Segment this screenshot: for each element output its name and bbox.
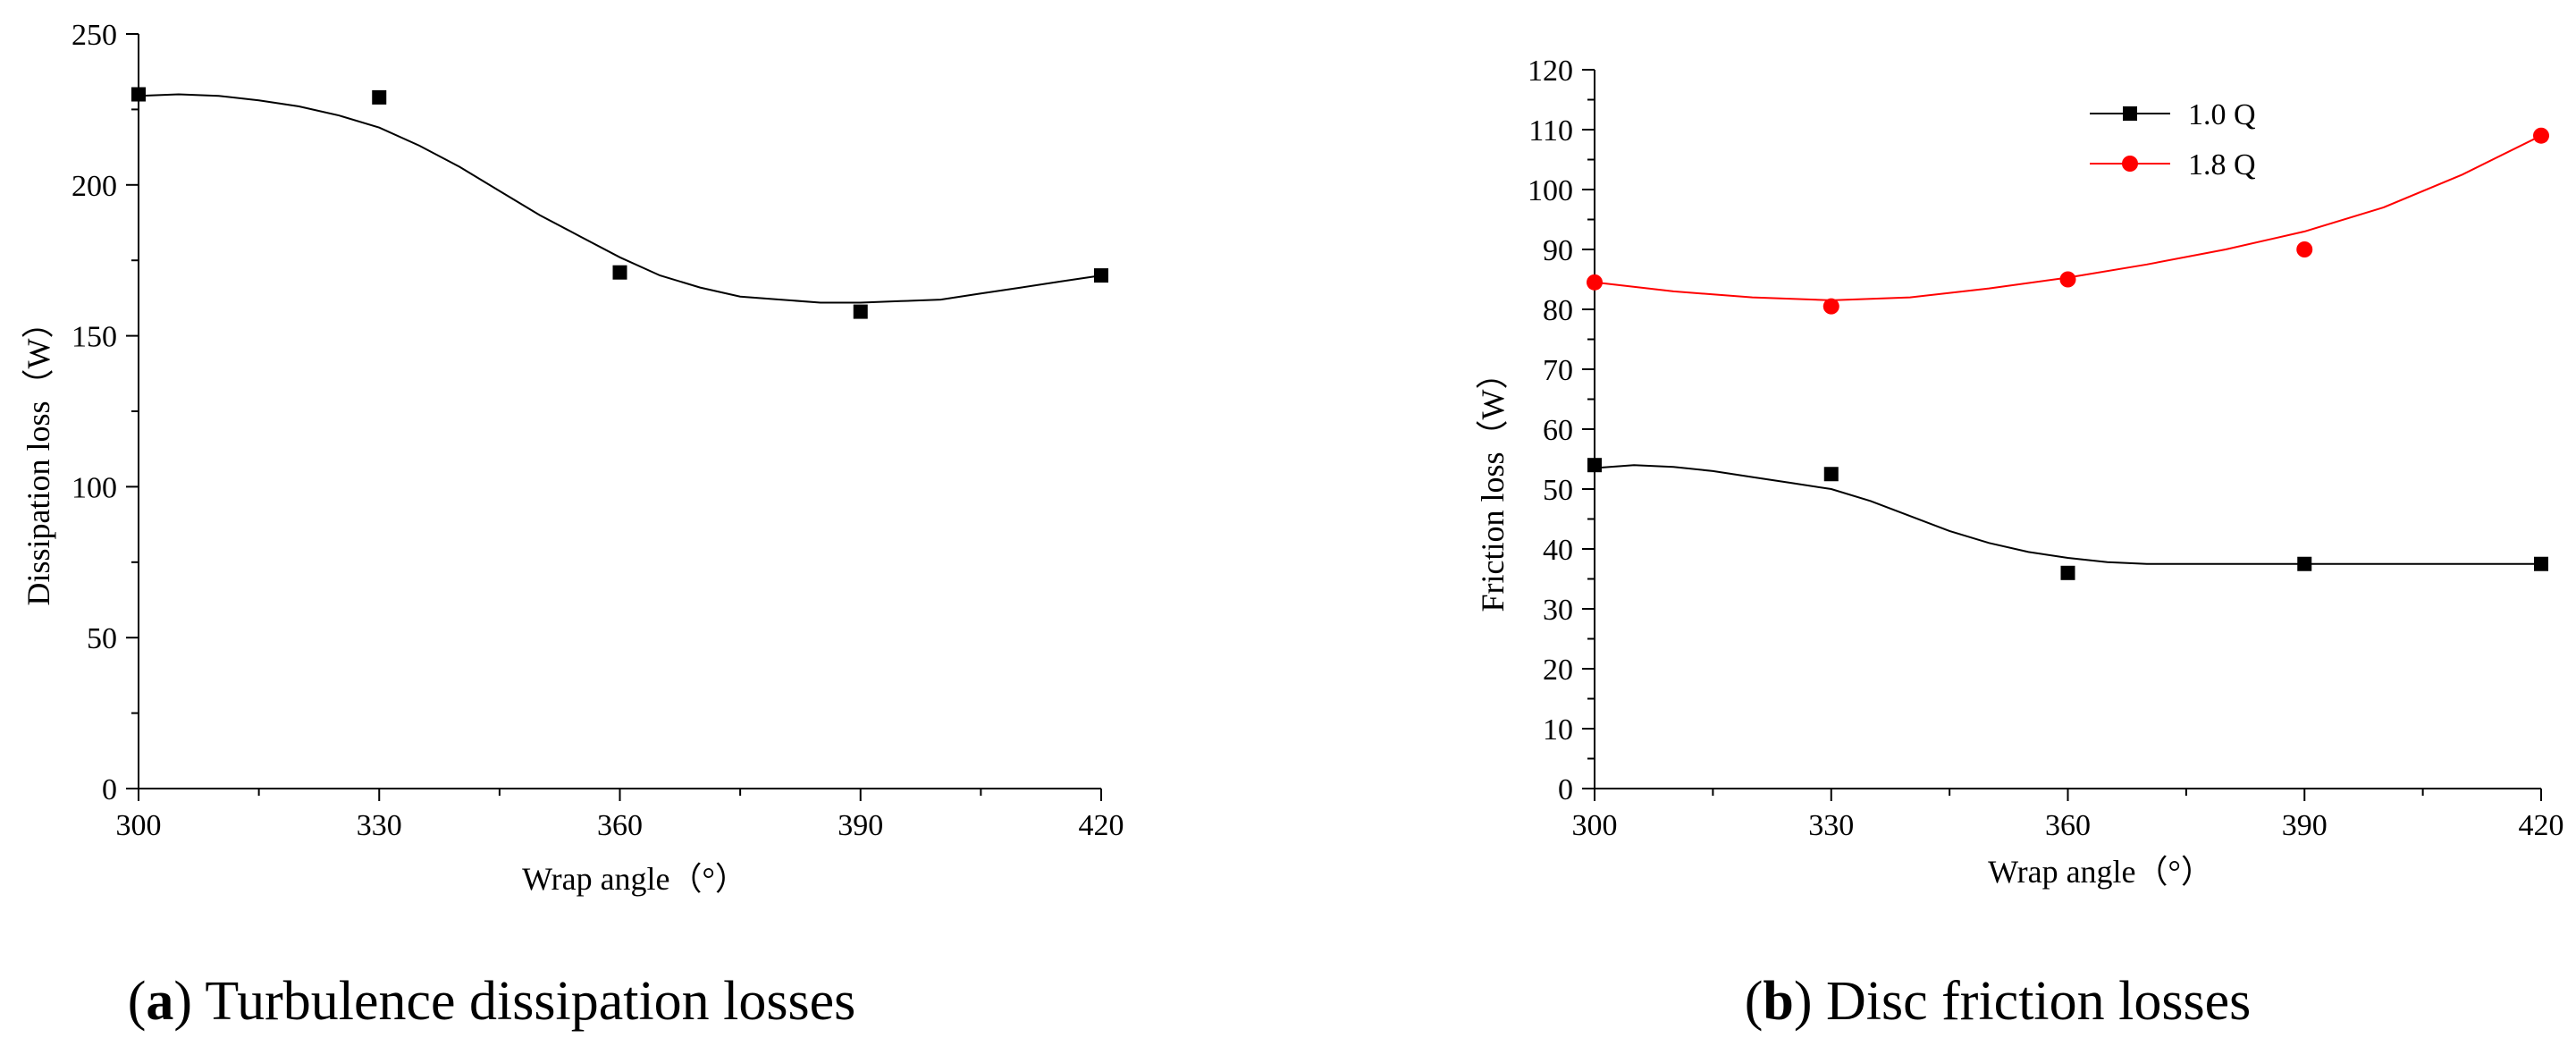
chart-b-series-1-point xyxy=(1823,467,1839,482)
chart-a-ylabel: Dissipation loss（W） xyxy=(21,306,56,605)
chart-b-series-2-point xyxy=(2059,271,2076,288)
chart-b-y-tick-label: 40 xyxy=(1543,534,1573,567)
chart-b-y-tick-label: 120 xyxy=(1528,55,1573,88)
chart-b-series-1-point xyxy=(1587,458,1602,473)
chart-b-series-1-point xyxy=(2060,565,2075,580)
chart-b-y-tick-label: 50 xyxy=(1543,474,1573,507)
chart-b-series-1-fit-line xyxy=(1594,464,2541,565)
chart-b-legend-label: 1.8 Q xyxy=(2188,148,2256,181)
chart-a-caption-text: Turbulence dissipation losses xyxy=(205,971,855,1032)
chart-b-legend-marker xyxy=(2123,106,2137,121)
chart-b-x-tick-label: 300 xyxy=(1572,809,1618,842)
chart-b-y-tick-label: 30 xyxy=(1543,594,1573,627)
chart-b-y-tick-label: 10 xyxy=(1543,713,1573,747)
chart-a-y-tick-label: 250 xyxy=(72,19,117,52)
chart-b-caption-text: Disc friction losses xyxy=(1826,971,2251,1032)
chart-a-series-1-point xyxy=(1094,268,1108,283)
chart-a-xlabel: Wrap angle（°） xyxy=(522,861,747,897)
chart-a-x-tick-label: 330 xyxy=(357,809,402,842)
chart-b-y-tick-label: 0 xyxy=(1558,773,1573,806)
chart-b-y-tick-label: 100 xyxy=(1528,174,1573,207)
chart-b-y-tick-label: 60 xyxy=(1543,414,1573,447)
chart-b-series-2-point xyxy=(2533,127,2549,144)
chart-a-series-1-point xyxy=(612,265,627,280)
chart-a-caption: (a) Turbulence dissipation losses xyxy=(128,971,856,1032)
chart-a-series-1-fit-line xyxy=(138,93,1102,304)
chart-a-panel-letter: a xyxy=(146,971,173,1032)
chart-b-legend-marker xyxy=(2122,156,2138,172)
chart-a-series-1-point xyxy=(131,87,146,102)
chart-b-y-tick-label: 90 xyxy=(1543,234,1573,267)
chart-a-y-tick-label: 200 xyxy=(72,170,117,203)
chart-b-panel-letter: b xyxy=(1763,971,1793,1032)
chart-a-series-1-point xyxy=(372,89,387,105)
chart-a-y-tick-label: 0 xyxy=(102,773,117,806)
chart-a-y-tick-label: 50 xyxy=(87,622,117,655)
chart-b: Wrap angle（°） Friction loss（W） (b) Disc … xyxy=(1475,55,2564,1032)
chart-b-xlabel: Wrap angle（°） xyxy=(1988,854,2213,890)
chart-b-ylabel: Friction loss（W） xyxy=(1475,358,1511,612)
chart-a-series-1-point xyxy=(853,304,868,319)
chart-a-y-tick-label: 150 xyxy=(72,321,117,354)
chart-b-x-tick-label: 330 xyxy=(1808,809,1854,842)
chart-a-x-tick-label: 360 xyxy=(597,809,643,842)
chart-b-series-1-point xyxy=(2534,556,2548,571)
chart-a-x-tick-label: 420 xyxy=(1079,809,1124,842)
chart-b-y-tick-label: 110 xyxy=(1528,114,1573,148)
chart-b-series-2-point xyxy=(1823,298,1839,315)
chart-a: Wrap angle（°） Dissipation loss（W） (a) Tu… xyxy=(21,19,1124,1032)
chart-b-y-tick-label: 20 xyxy=(1543,654,1573,687)
chart-b-caption: (b) Disc friction losses xyxy=(1745,971,2252,1032)
chart-b-x-tick-label: 360 xyxy=(2045,809,2091,842)
chart-b-y-tick-label: 80 xyxy=(1543,294,1573,327)
chart-b-x-tick-label: 390 xyxy=(2282,809,2328,842)
chart-a-x-tick-label: 300 xyxy=(116,809,162,842)
chart-b-x-tick-label: 420 xyxy=(2519,809,2564,842)
chart-b-legend-label: 1.0 Q xyxy=(2188,98,2256,131)
chart-b-series-2-point xyxy=(2296,241,2313,257)
chart-b-series-2-point xyxy=(1587,274,1603,291)
chart-b-y-tick-label: 70 xyxy=(1543,354,1573,387)
chart-a-x-tick-label: 390 xyxy=(838,809,883,842)
chart-a-y-tick-label: 100 xyxy=(72,471,117,504)
chart-b-series-1-point xyxy=(2297,556,2312,571)
